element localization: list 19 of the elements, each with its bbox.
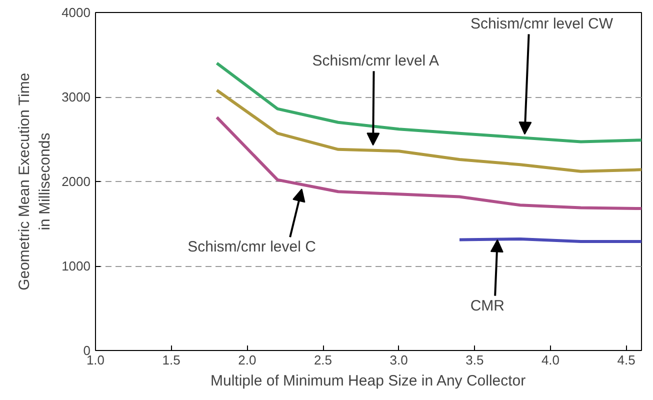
x-tick-label: 3.0	[390, 352, 408, 368]
x-axis-title: Multiple of Minimum Heap Size in Any Collector	[210, 372, 526, 390]
y-tick-label: 2000	[62, 174, 90, 189]
y-tick-label: 1000	[62, 258, 90, 274]
annotation: CMR	[470, 297, 505, 314]
y-axis-title: Geometric Mean Execution Time in Milliseconds	[16, 72, 54, 290]
y-tick-label: 3000	[62, 90, 90, 104]
x-tick-label: 1.5	[162, 352, 180, 368]
annotation: Schism/cmr level A	[312, 52, 439, 70]
x-tick-label: 4.5	[617, 352, 636, 368]
line-series	[215, 116, 642, 210]
x-tick-label: 2.5	[314, 352, 332, 368]
line-series	[215, 88, 642, 173]
y-tick-label: 4000	[62, 5, 90, 20]
annotation: Schism/cmr level CW	[470, 16, 614, 33]
annotation: Schism/cmr level C	[188, 238, 316, 256]
x-tick-label: 2.0	[238, 352, 256, 368]
x-tick-label: 3.5	[466, 352, 484, 368]
x-tick-label: 4.0	[541, 352, 560, 368]
